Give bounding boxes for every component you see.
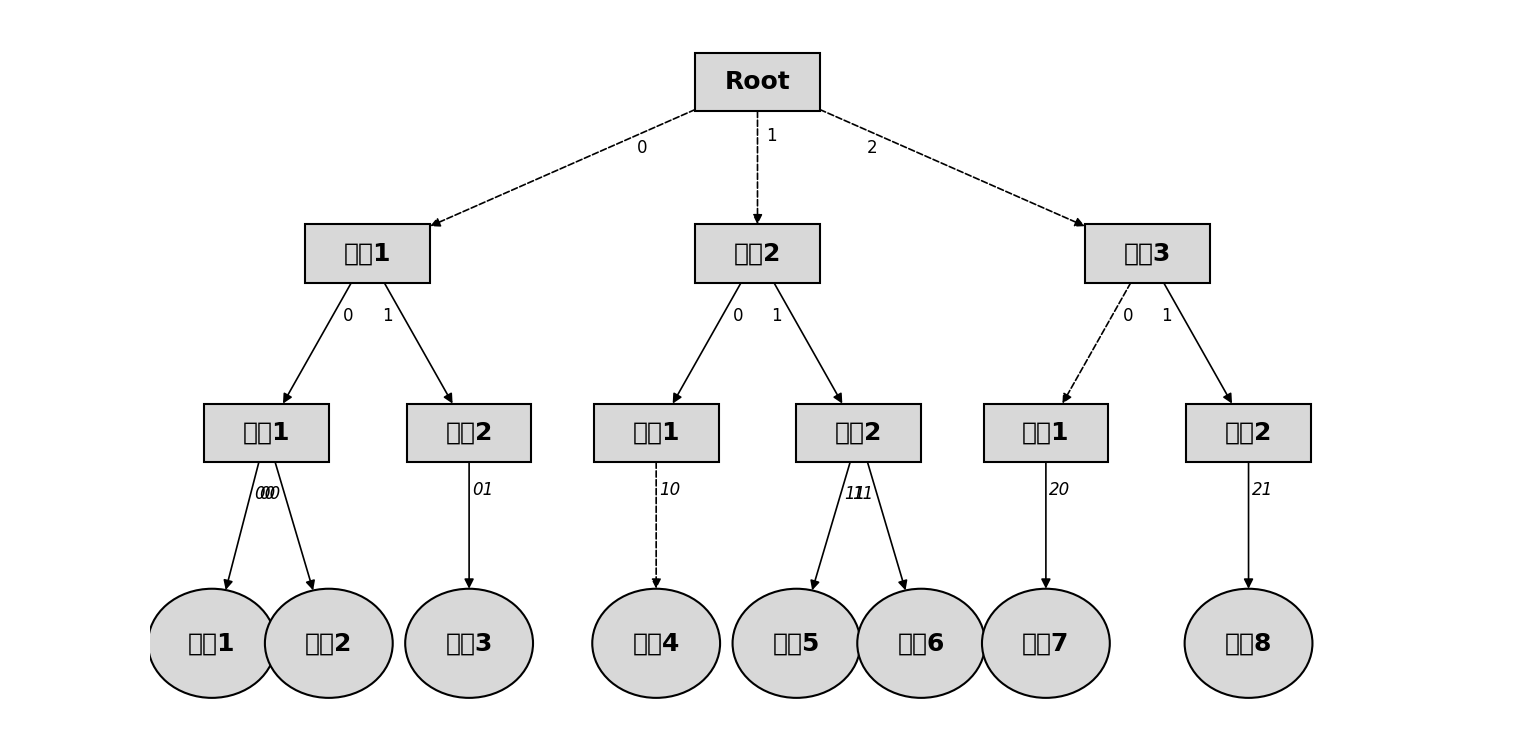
Text: 子类1: 子类1	[632, 421, 680, 445]
Text: 资源8: 资源8	[1224, 631, 1273, 655]
FancyBboxPatch shape	[594, 404, 718, 462]
FancyBboxPatch shape	[1085, 225, 1209, 283]
Text: 0: 0	[733, 308, 744, 325]
Ellipse shape	[982, 589, 1110, 698]
Text: 0: 0	[638, 139, 648, 157]
Ellipse shape	[265, 589, 392, 698]
Ellipse shape	[733, 589, 861, 698]
FancyBboxPatch shape	[306, 225, 430, 283]
Text: 资源6: 资源6	[897, 631, 945, 655]
Text: 资源3: 资源3	[445, 631, 492, 655]
Text: 1: 1	[771, 308, 782, 325]
FancyBboxPatch shape	[983, 404, 1109, 462]
Ellipse shape	[405, 589, 533, 698]
Text: 资源7: 资源7	[1023, 631, 1070, 655]
Ellipse shape	[857, 589, 985, 698]
Text: 11: 11	[845, 485, 867, 503]
Text: 类别1: 类别1	[344, 242, 391, 265]
Text: 20: 20	[1050, 481, 1071, 499]
FancyBboxPatch shape	[1186, 404, 1310, 462]
Text: 11: 11	[851, 485, 873, 503]
Text: 1: 1	[1160, 308, 1173, 325]
Text: 资源1: 资源1	[188, 631, 236, 655]
Text: 2: 2	[867, 139, 877, 157]
Text: 0: 0	[344, 308, 353, 325]
Text: 类别2: 类别2	[733, 242, 782, 265]
Text: 子类2: 子类2	[445, 421, 492, 445]
Text: 1: 1	[382, 308, 392, 325]
Text: 资源5: 资源5	[773, 631, 820, 655]
Text: 资源2: 资源2	[305, 631, 353, 655]
Ellipse shape	[592, 589, 720, 698]
Ellipse shape	[1185, 589, 1312, 698]
FancyBboxPatch shape	[205, 404, 329, 462]
Ellipse shape	[148, 589, 276, 698]
FancyBboxPatch shape	[695, 53, 820, 111]
Text: 21: 21	[1251, 481, 1273, 499]
Text: 子类2: 子类2	[835, 421, 883, 445]
Text: 1: 1	[767, 127, 777, 145]
Text: 资源4: 资源4	[632, 631, 680, 655]
Text: 00: 00	[259, 485, 280, 503]
Text: 00: 00	[255, 485, 276, 502]
Text: 子类1: 子类1	[1023, 421, 1070, 445]
Text: 子类1: 子类1	[242, 421, 291, 445]
Text: 子类2: 子类2	[1224, 421, 1273, 445]
FancyBboxPatch shape	[695, 225, 820, 283]
Text: 0: 0	[1123, 308, 1133, 325]
Text: Root: Root	[724, 70, 791, 94]
Text: 01: 01	[473, 481, 494, 499]
FancyBboxPatch shape	[406, 404, 532, 462]
Text: 10: 10	[659, 481, 680, 499]
Text: 类别3: 类别3	[1124, 242, 1171, 265]
FancyBboxPatch shape	[797, 404, 921, 462]
